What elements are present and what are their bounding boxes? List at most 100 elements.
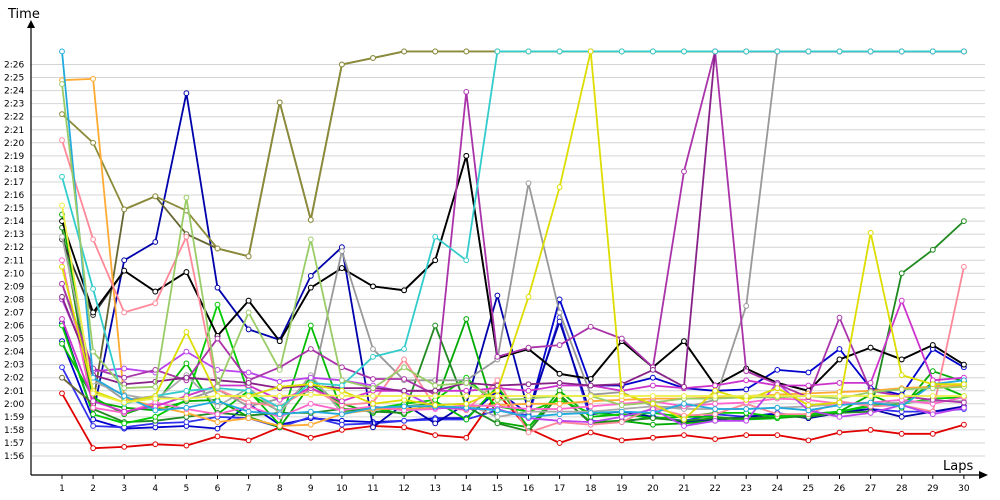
data-point	[556, 184, 563, 191]
data-point	[432, 402, 439, 409]
data-point	[743, 368, 750, 375]
y-tick-label: 2:04	[4, 348, 24, 358]
data-point	[245, 369, 252, 376]
data-point	[59, 364, 65, 371]
data-point	[743, 393, 750, 399]
data-point	[276, 383, 283, 390]
data-point	[587, 323, 594, 330]
data-point	[152, 383, 159, 390]
x-axis-arrow	[979, 471, 988, 479]
data-point	[650, 410, 656, 416]
data-point	[556, 342, 563, 348]
y-tick-label: 2:00	[4, 400, 24, 410]
data-point	[307, 346, 314, 352]
data-point	[525, 413, 532, 420]
data-point	[556, 406, 563, 412]
data-point	[898, 270, 905, 277]
series-26	[59, 202, 967, 406]
data-point	[214, 433, 221, 440]
data-point	[867, 344, 874, 351]
data-point	[152, 413, 159, 420]
data-point	[587, 403, 594, 410]
data-point	[681, 423, 687, 429]
data-point	[898, 386, 905, 393]
data-point	[494, 377, 501, 384]
data-point	[59, 233, 65, 240]
data-point	[618, 48, 625, 55]
data-point	[339, 248, 345, 255]
data-point	[681, 416, 687, 423]
data-point	[432, 48, 439, 55]
data-point	[339, 398, 345, 405]
data-point	[370, 346, 376, 352]
y-tick-label: 2:17	[4, 178, 24, 188]
data-point	[339, 411, 345, 418]
y-tick-label: 2:20	[4, 139, 24, 149]
data-point	[463, 393, 470, 399]
y-tick-label: 1:59	[4, 413, 24, 423]
data-point	[463, 48, 470, 55]
data-point	[681, 48, 687, 55]
data-point	[587, 419, 594, 425]
data-point	[712, 411, 718, 418]
data-point	[525, 180, 532, 187]
series-line	[61, 260, 965, 418]
data-point	[245, 437, 252, 444]
data-point	[245, 297, 252, 304]
data-point	[525, 387, 532, 394]
data-point	[774, 393, 781, 399]
data-point	[183, 194, 190, 201]
data-point	[276, 411, 283, 418]
y-tick-label: 2:23	[4, 100, 24, 110]
data-point	[121, 408, 128, 415]
data-point	[961, 393, 967, 399]
x-tick-label: 27	[865, 484, 876, 494]
data-point	[618, 437, 625, 444]
data-point	[525, 381, 532, 388]
data-point	[525, 344, 532, 351]
y-tick-label: 2:19	[4, 152, 24, 162]
data-point	[152, 407, 159, 414]
x-tick-label: 8	[277, 484, 283, 494]
data-point	[59, 202, 65, 209]
data-point	[59, 173, 65, 180]
data-point	[494, 413, 501, 420]
data-point	[152, 288, 159, 295]
data-point	[59, 257, 65, 264]
data-point	[463, 152, 470, 159]
data-point	[339, 393, 345, 399]
data-point	[898, 413, 905, 420]
data-point	[463, 400, 470, 407]
data-point	[401, 376, 408, 382]
data-point	[370, 385, 376, 392]
data-point	[121, 385, 128, 392]
data-point	[59, 340, 65, 347]
data-point	[961, 361, 967, 368]
data-point	[214, 419, 221, 425]
data-point	[618, 413, 625, 420]
data-point	[587, 376, 594, 382]
data-point	[650, 48, 656, 55]
data-point	[556, 380, 563, 386]
data-point	[152, 395, 159, 402]
data-point	[525, 48, 532, 55]
data-point	[556, 400, 563, 407]
data-point	[867, 410, 874, 416]
data-point	[214, 411, 221, 418]
data-point	[556, 48, 563, 55]
data-point	[556, 411, 563, 418]
data-point	[183, 90, 190, 97]
x-tick-label: 11	[367, 484, 378, 494]
data-point	[307, 391, 314, 398]
data-point	[183, 442, 190, 449]
data-point	[836, 48, 843, 55]
data-point	[121, 206, 128, 213]
data-point	[121, 365, 128, 372]
y-tick-label: 2:13	[4, 230, 24, 240]
series-24	[59, 81, 967, 409]
data-point	[961, 381, 967, 388]
x-tick-label: 17	[554, 484, 565, 494]
data-point	[276, 99, 283, 106]
series-line	[61, 50, 964, 404]
